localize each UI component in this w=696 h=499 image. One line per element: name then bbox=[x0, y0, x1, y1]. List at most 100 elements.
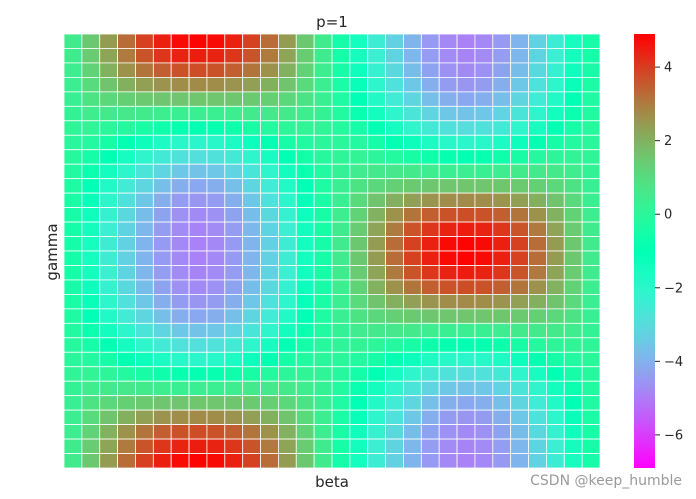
heatmap-cell bbox=[63, 380, 83, 397]
heatmap-cell bbox=[438, 250, 458, 266]
heatmap-cell bbox=[295, 322, 315, 339]
heatmap-cell bbox=[242, 163, 261, 180]
heatmap-cell bbox=[206, 134, 226, 151]
heatmap-cell bbox=[152, 265, 172, 281]
heatmap-cell bbox=[492, 91, 512, 107]
heatmap-cell bbox=[224, 424, 244, 440]
heatmap-cell bbox=[420, 380, 440, 397]
heatmap-cell bbox=[206, 91, 226, 107]
heatmap-cell bbox=[152, 409, 172, 426]
heatmap-cell bbox=[456, 221, 476, 237]
heatmap-cell bbox=[349, 207, 369, 223]
heatmap-cell bbox=[385, 424, 404, 440]
heatmap-cell bbox=[510, 337, 529, 353]
heatmap-cell bbox=[170, 48, 190, 64]
heatmap-cell bbox=[313, 337, 333, 353]
heatmap-cell bbox=[188, 250, 208, 266]
heatmap-cell bbox=[152, 308, 172, 324]
heatmap-cell bbox=[117, 105, 136, 122]
heatmap-cell bbox=[403, 48, 422, 64]
heatmap-cell bbox=[456, 366, 476, 382]
heatmap-cell bbox=[99, 250, 119, 266]
heatmap-cell bbox=[528, 293, 547, 310]
heatmap-cell bbox=[438, 293, 458, 310]
heatmap-cell bbox=[331, 192, 351, 209]
heatmap-cell bbox=[563, 134, 583, 151]
heatmap-cell bbox=[546, 293, 565, 310]
heatmap-cell bbox=[63, 279, 83, 295]
heatmap-cell bbox=[510, 351, 529, 368]
heatmap-cell bbox=[546, 308, 565, 324]
heatmap-cell bbox=[313, 77, 333, 93]
heatmap-cell bbox=[563, 293, 583, 310]
heatmap-cell bbox=[277, 453, 297, 469]
heatmap-cell bbox=[117, 265, 136, 281]
heatmap-cell bbox=[563, 62, 583, 78]
heatmap-cell bbox=[242, 33, 261, 49]
heatmap-cell bbox=[277, 221, 297, 237]
heatmap-cell bbox=[135, 91, 154, 107]
heatmap-cell bbox=[242, 395, 261, 411]
heatmap-cell bbox=[492, 265, 512, 281]
heatmap-cell bbox=[63, 178, 83, 194]
heatmap-cell bbox=[456, 163, 476, 180]
heatmap-cell bbox=[563, 265, 583, 281]
heatmap-cell bbox=[152, 453, 172, 469]
heatmap-cell bbox=[385, 163, 404, 180]
heatmap-cell bbox=[117, 322, 136, 339]
heatmap-cell bbox=[295, 337, 315, 353]
heatmap-cell bbox=[81, 33, 101, 49]
heatmap-cell bbox=[313, 163, 333, 180]
heatmap-cell bbox=[438, 409, 458, 426]
heatmap-cell bbox=[206, 308, 226, 324]
heatmap-cell bbox=[420, 149, 440, 165]
heatmap-cell bbox=[242, 351, 261, 368]
heatmap-cell bbox=[99, 62, 119, 78]
heatmap-cell bbox=[581, 337, 601, 353]
heatmap-cell bbox=[474, 293, 494, 310]
heatmap-cell bbox=[81, 380, 101, 397]
heatmap-cell bbox=[528, 380, 547, 397]
heatmap-cell bbox=[581, 91, 601, 107]
heatmap-cell bbox=[528, 265, 547, 281]
heatmap-cell bbox=[420, 192, 440, 209]
heatmap-cell bbox=[295, 424, 315, 440]
heatmap-cell bbox=[188, 395, 208, 411]
heatmap-cell bbox=[403, 322, 422, 339]
heatmap-cell bbox=[242, 236, 261, 252]
heatmap-cell bbox=[224, 279, 244, 295]
heatmap-cell bbox=[438, 33, 458, 49]
heatmap-cell bbox=[295, 409, 315, 426]
heatmap-cell bbox=[563, 337, 583, 353]
heatmap-cell bbox=[331, 221, 351, 237]
heatmap-cell bbox=[152, 48, 172, 64]
heatmap-cell bbox=[63, 308, 83, 324]
heatmap-cell bbox=[367, 424, 387, 440]
heatmap-cell bbox=[331, 120, 351, 136]
heatmap-cell bbox=[135, 409, 154, 426]
heatmap-cell bbox=[63, 91, 83, 107]
heatmap-cell bbox=[367, 48, 387, 64]
heatmap-cell bbox=[474, 351, 494, 368]
heatmap-cell bbox=[224, 221, 244, 237]
heatmap-cell bbox=[546, 236, 565, 252]
heatmap-cell bbox=[403, 395, 422, 411]
heatmap-cell bbox=[563, 91, 583, 107]
heatmap-cell bbox=[528, 409, 547, 426]
heatmap-cell bbox=[188, 265, 208, 281]
heatmap-cell bbox=[510, 293, 529, 310]
heatmap-cell bbox=[438, 424, 458, 440]
heatmap-cell bbox=[260, 48, 279, 64]
heatmap-cell bbox=[349, 424, 369, 440]
heatmap-cell bbox=[260, 380, 279, 397]
heatmap-cell bbox=[385, 105, 404, 122]
heatmap-cell bbox=[563, 149, 583, 165]
heatmap-cell bbox=[563, 192, 583, 209]
heatmap-cell bbox=[546, 48, 565, 64]
heatmap-cell bbox=[295, 77, 315, 93]
heatmap-cell bbox=[277, 395, 297, 411]
heatmap-cell bbox=[260, 438, 279, 454]
heatmap-cell bbox=[135, 207, 154, 223]
heatmap-cell bbox=[99, 48, 119, 64]
heatmap-cell bbox=[385, 62, 404, 78]
